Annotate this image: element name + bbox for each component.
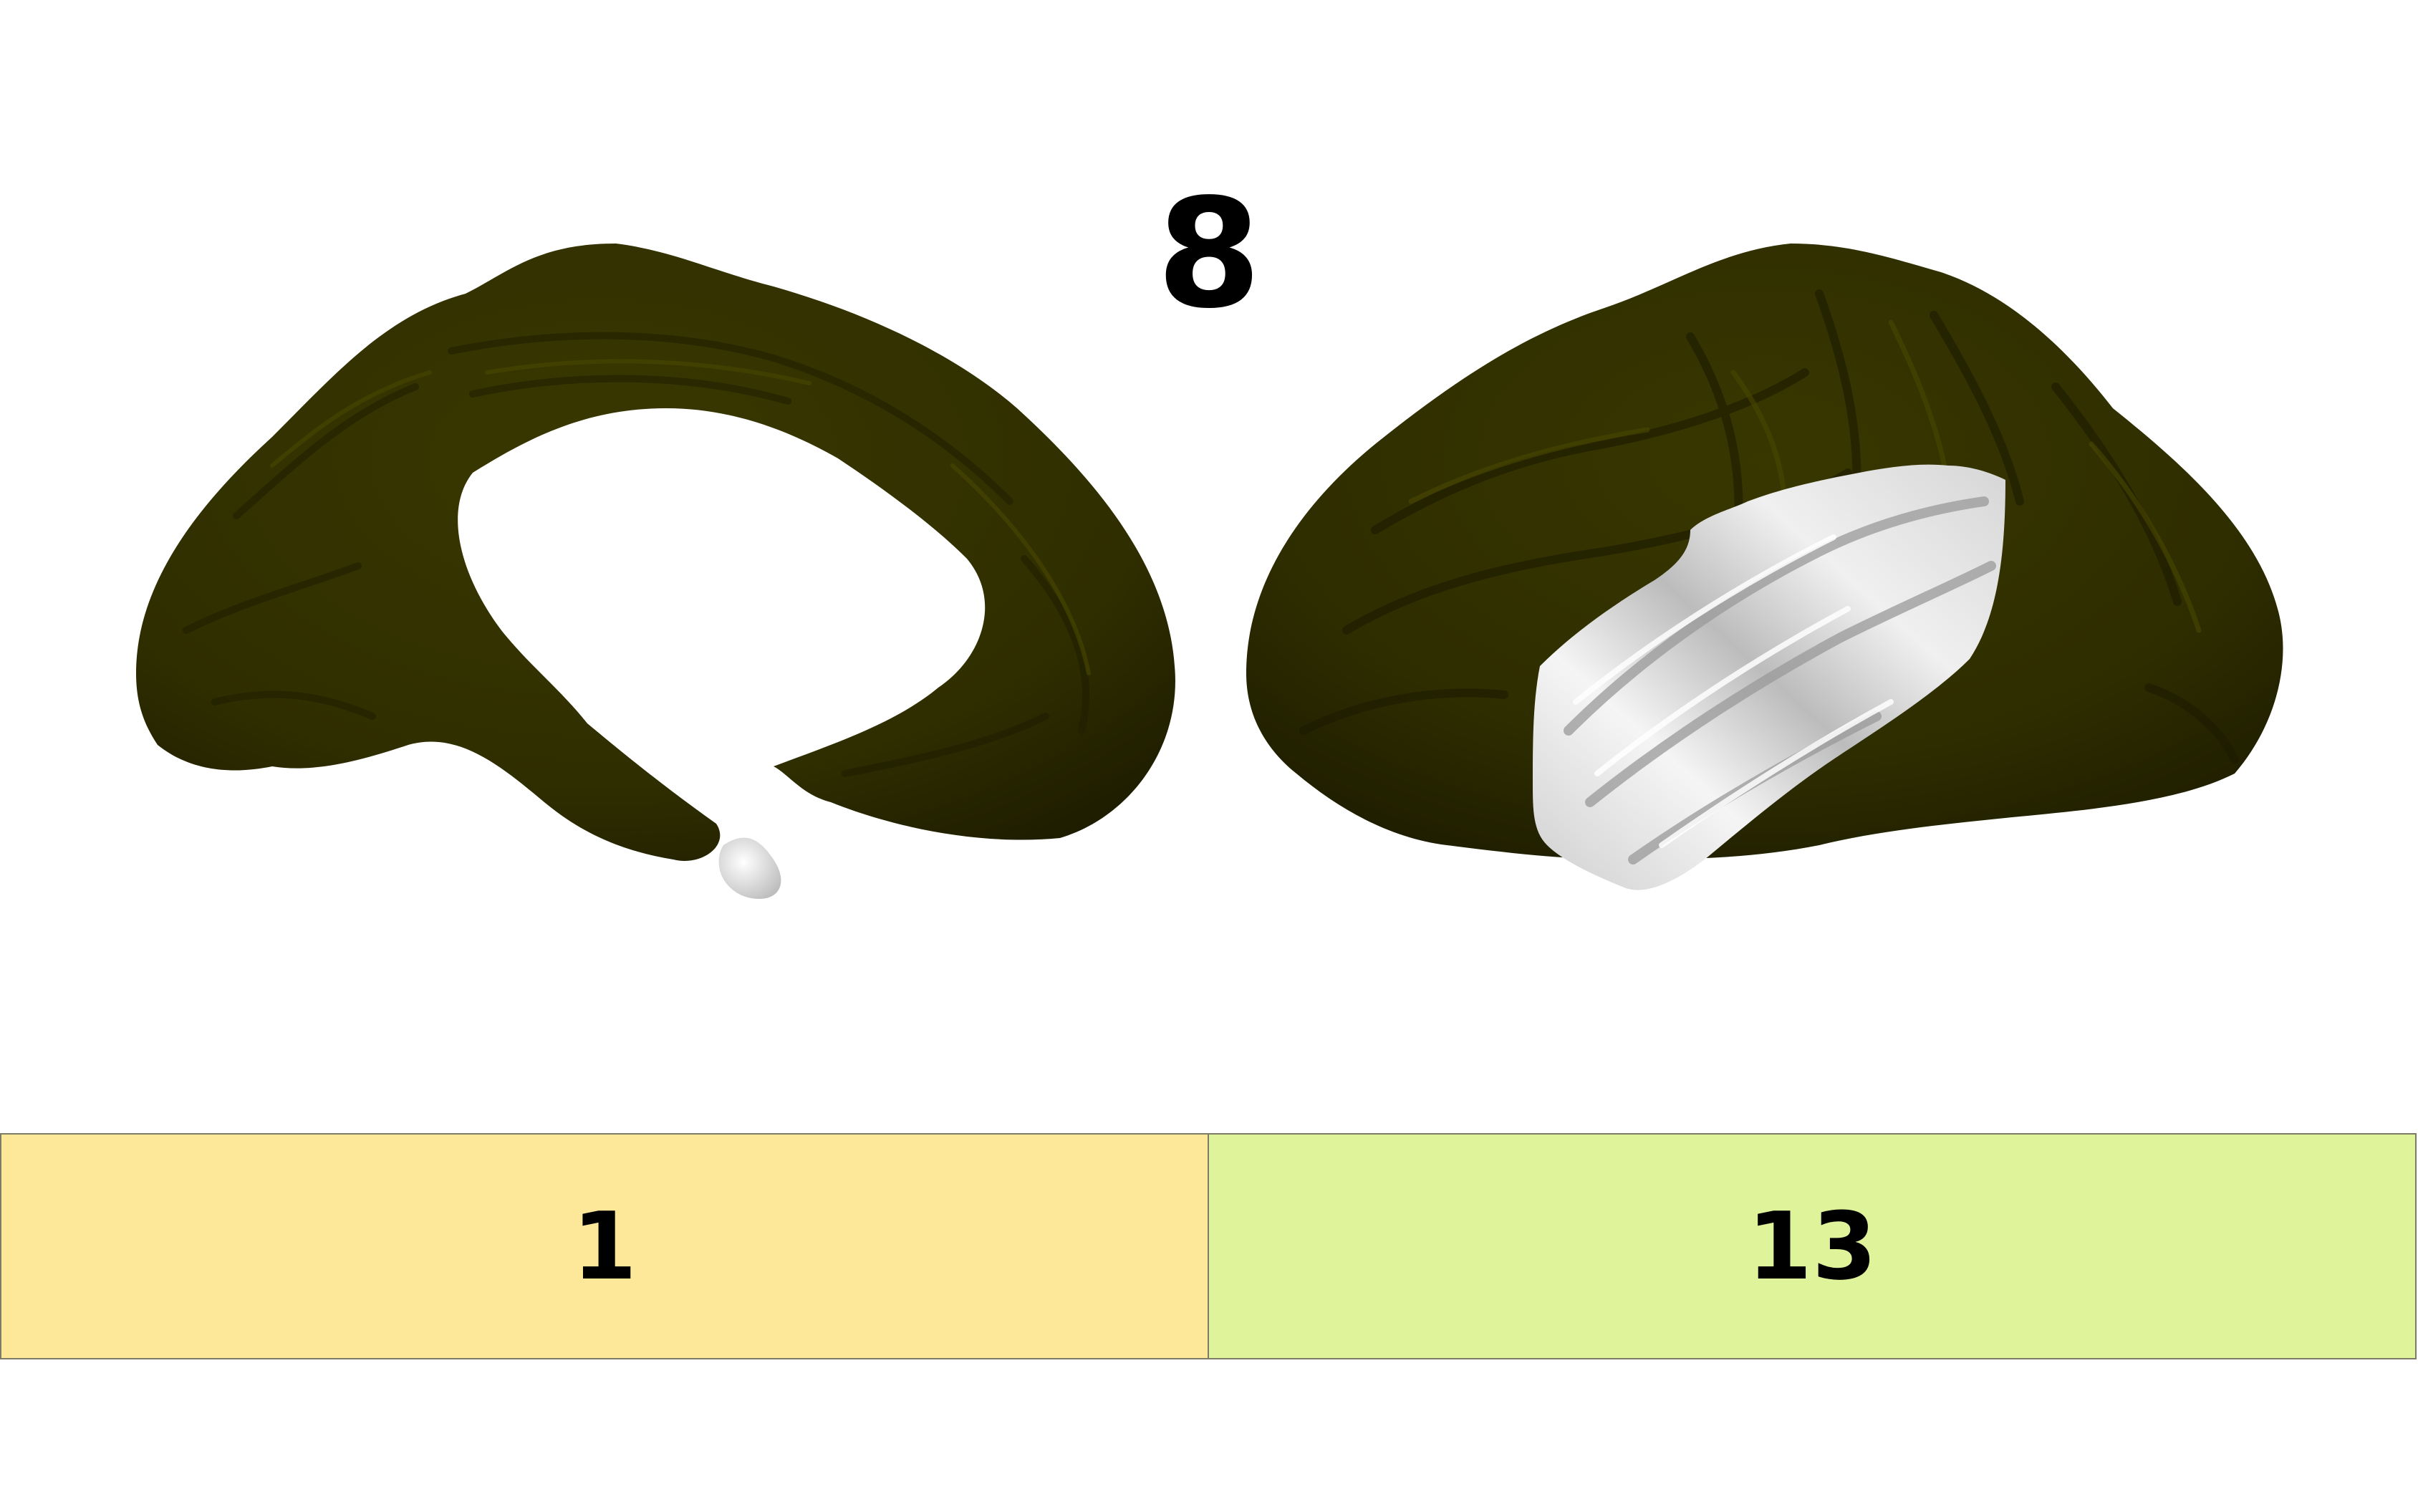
temporal-shine — [1573, 534, 1894, 848]
medial-highlights — [270, 359, 1091, 675]
medial-tip-highlight — [718, 837, 781, 899]
legend-bar-left-label: 1 — [572, 1192, 637, 1301]
medial-gyri — [183, 332, 1089, 777]
medial-wall — [521, 435, 933, 759]
legend-bar-right-label: 13 — [1747, 1192, 1877, 1301]
legend-bar-left: 1 — [0, 1133, 1209, 1359]
brain-medial-view — [136, 244, 1175, 899]
brain-lateral-view — [1246, 244, 2283, 890]
legend-bar-right: 13 — [1208, 1133, 2417, 1359]
figure-title: 8 — [1156, 166, 1262, 342]
